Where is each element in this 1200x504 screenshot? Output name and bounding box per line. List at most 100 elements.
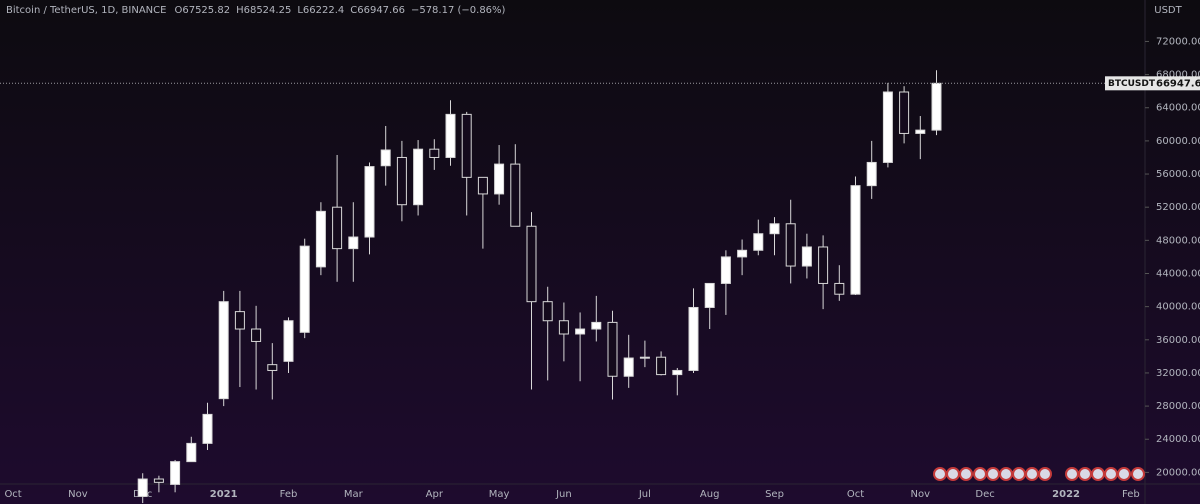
x-tick-label: Feb (280, 489, 298, 500)
candle-body (510, 163, 521, 227)
event-icon (1025, 467, 1039, 481)
candle-body (202, 413, 213, 444)
candle-body (461, 113, 472, 178)
candle-body (672, 369, 683, 376)
candle-body (915, 129, 926, 134)
y-tick-label: 68000.00 (1156, 70, 1200, 81)
candle-body (801, 246, 812, 267)
x-tick-label: 2022 (1052, 489, 1080, 500)
price-tag-value: 66947.66 (1156, 78, 1200, 89)
y-tick-label: 52000.00 (1156, 202, 1200, 213)
candle-body (526, 225, 537, 303)
candle-body (267, 364, 278, 371)
y-tick-label: 32000.00 (1156, 368, 1200, 379)
y-tick-label: 44000.00 (1156, 268, 1200, 279)
candle-body (607, 321, 618, 377)
event-icon (959, 467, 973, 481)
event-icon (1078, 467, 1092, 481)
ohlc-label: L (297, 5, 303, 16)
event-icon (1131, 467, 1145, 481)
y-tick-label: 28000.00 (1156, 401, 1200, 412)
event-icon (1065, 467, 1079, 481)
x-tick-label: Nov (68, 489, 88, 500)
y-tick-label: 72000.00 (1156, 36, 1200, 47)
x-tick-label: Sep (765, 489, 784, 500)
candle-body (688, 306, 699, 371)
y-tick-label: 64000.00 (1156, 103, 1200, 114)
candle-body (785, 223, 796, 267)
ohlc-value: 68524.25 (244, 5, 292, 16)
candle-body (542, 301, 553, 322)
candle-body (850, 185, 861, 295)
x-tick-label: May (489, 489, 510, 500)
candle-body (396, 156, 407, 206)
candle-body (299, 245, 310, 333)
candle-body (769, 223, 780, 235)
x-tick-label: Jul (638, 489, 651, 500)
candle-body (413, 148, 424, 206)
event-icon (1038, 467, 1052, 481)
candle-body (380, 149, 391, 167)
y-tick-label: 48000.00 (1156, 235, 1200, 246)
event-icon (973, 467, 987, 481)
x-tick-label: Dec (975, 489, 994, 500)
symbol: Bitcoin / TetherUS, 1D, BINANCE (6, 5, 166, 16)
event-icon (999, 467, 1013, 481)
price-tag-bg (1105, 76, 1200, 91)
x-tick-label: Apr (426, 489, 444, 500)
candle-body (899, 91, 910, 134)
event-icon (986, 467, 1000, 481)
x-tick-label: Mar (344, 489, 364, 500)
ohlc-value: 66222.4 (303, 5, 344, 16)
x-tick-label: Oct (4, 489, 21, 500)
candle-body (639, 356, 650, 359)
event-icon (1012, 467, 1026, 481)
x-tick-label: Feb (1122, 489, 1140, 500)
change: −578.17 (−0.86%) (411, 5, 506, 16)
candle-body (364, 166, 375, 238)
candle-body (445, 113, 456, 158)
candle-body (753, 233, 764, 251)
candle-body (170, 461, 181, 485)
event-icon (1117, 467, 1131, 481)
y-tick-label: 56000.00 (1156, 169, 1200, 180)
y-tick-label: 36000.00 (1156, 335, 1200, 346)
ohlc-value: 66947.66 (357, 5, 405, 16)
candle-body (429, 148, 440, 158)
price-tag-symbol: BTCUSDT (1108, 79, 1156, 89)
candle-body (218, 301, 229, 400)
candle-body (818, 246, 829, 284)
candle-body (283, 320, 294, 362)
ohlc-label: O (174, 5, 182, 16)
candle-body (882, 91, 893, 163)
candle-body (623, 357, 634, 377)
candle-body (720, 256, 731, 284)
candle-body (153, 478, 164, 483)
event-icon (1104, 467, 1118, 481)
event-icon (946, 467, 960, 481)
x-tick-label: Jun (555, 489, 572, 500)
event-icon (933, 467, 947, 481)
candle-body (477, 176, 488, 195)
candle-body (494, 163, 505, 195)
candle-body (348, 236, 359, 250)
candle-body (575, 328, 586, 335)
event-icon (1091, 467, 1105, 481)
candle-body (332, 206, 343, 250)
y-tick-label: 20000.00 (1156, 467, 1200, 478)
candle-body (704, 282, 715, 308)
candle-body (315, 210, 326, 268)
candle-body (137, 478, 148, 497)
candle-body (931, 82, 942, 131)
x-tick-label: 2021 (210, 489, 238, 500)
y-tick-label: 60000.00 (1156, 136, 1200, 147)
ohlc-value: 67525.82 (182, 5, 230, 16)
candle-body (591, 321, 602, 330)
x-tick-label: Nov (911, 489, 931, 500)
candle-body (834, 282, 845, 295)
ohlc-label: H (236, 5, 244, 16)
candle-body (251, 328, 262, 342)
